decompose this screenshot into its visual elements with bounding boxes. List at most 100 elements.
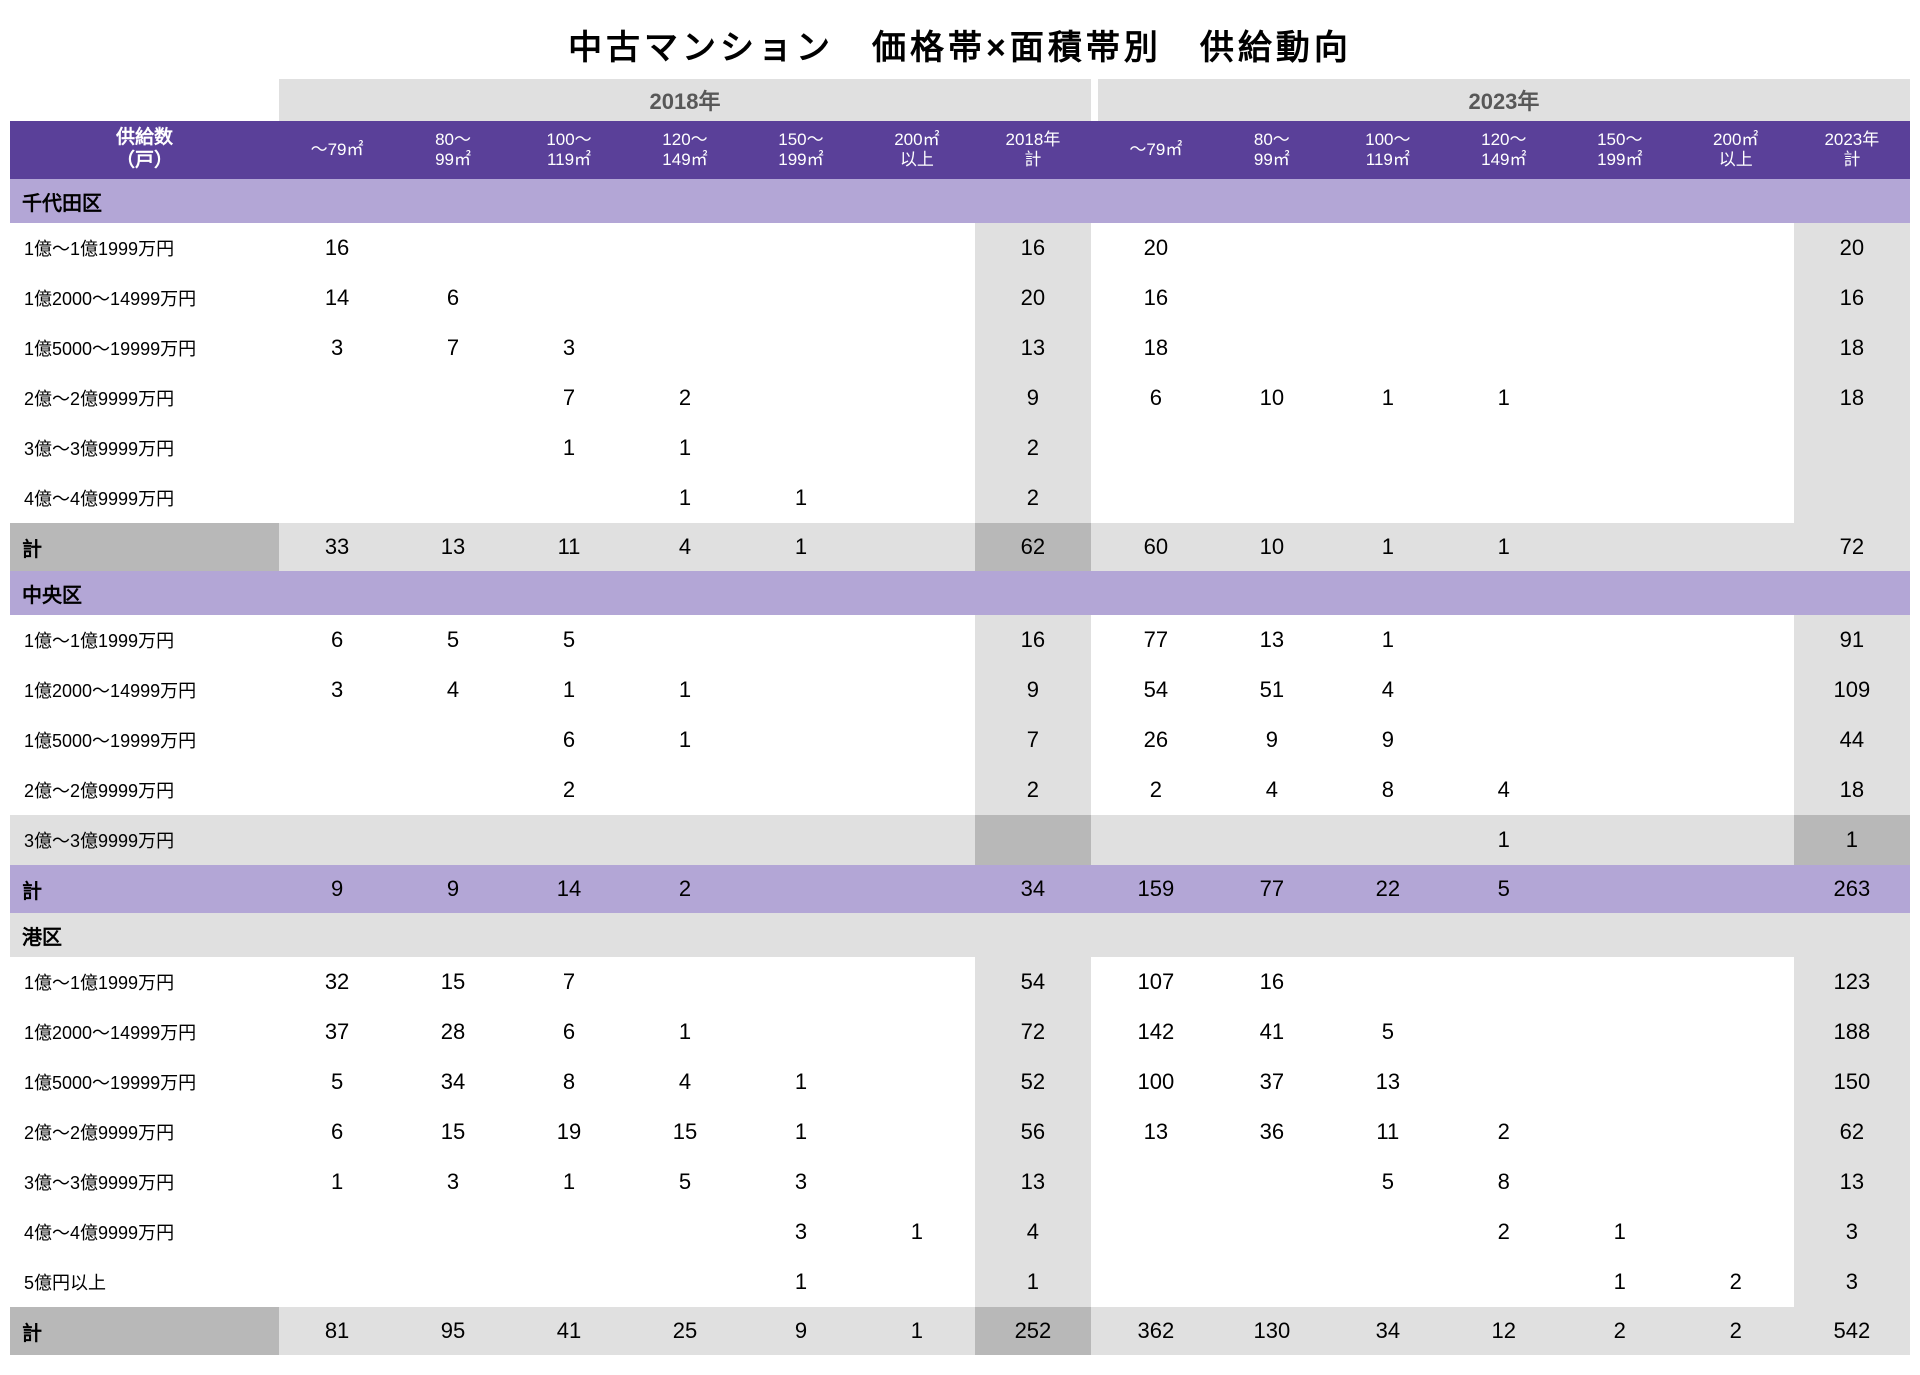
price-label: 2億～2億9999万円 bbox=[10, 1107, 279, 1157]
cell bbox=[1562, 323, 1678, 373]
cell bbox=[1446, 223, 1562, 273]
cell bbox=[511, 473, 627, 523]
year-b: 2023年 bbox=[1098, 79, 1910, 121]
cell bbox=[1330, 957, 1446, 1007]
cell bbox=[1446, 715, 1562, 765]
total-row: 計991423415977225263 bbox=[10, 865, 1910, 913]
cell: 18 bbox=[1794, 323, 1910, 373]
cell: 2 bbox=[975, 473, 1091, 523]
cell bbox=[627, 957, 743, 1007]
cell bbox=[1330, 423, 1446, 473]
cell bbox=[511, 815, 627, 865]
price-label: 3億～3億9999万円 bbox=[10, 1157, 279, 1207]
header-col-b-5: 200㎡以上 bbox=[1678, 121, 1794, 179]
cell: 6 bbox=[279, 615, 395, 665]
cell bbox=[1678, 765, 1794, 815]
data-row: 4億～4億9999万円314213 bbox=[10, 1207, 1910, 1257]
cell bbox=[1678, 373, 1794, 423]
total-cell bbox=[1678, 865, 1794, 913]
total-cell: 95 bbox=[395, 1307, 511, 1355]
price-label: 1億5000～19999万円 bbox=[10, 715, 279, 765]
cell bbox=[1214, 1157, 1330, 1207]
header-col-b-3: 120～149㎡ bbox=[1446, 121, 1562, 179]
cell bbox=[1214, 473, 1330, 523]
cell: 32 bbox=[279, 957, 395, 1007]
total-cell: 159 bbox=[1098, 865, 1214, 913]
cell bbox=[279, 815, 395, 865]
cell bbox=[1562, 423, 1678, 473]
cell bbox=[1562, 473, 1678, 523]
cell: 6 bbox=[511, 715, 627, 765]
cell bbox=[859, 615, 975, 665]
page-title: 中古マンション 価格帯×面積帯別 供給動向 bbox=[10, 20, 1910, 69]
cell bbox=[627, 615, 743, 665]
cell: 1 bbox=[743, 1107, 859, 1157]
cell bbox=[859, 715, 975, 765]
cell bbox=[627, 273, 743, 323]
cell: 18 bbox=[1794, 373, 1910, 423]
data-row: 4億～4億9999万円112 bbox=[10, 473, 1910, 523]
cell bbox=[1678, 1057, 1794, 1107]
cell bbox=[1446, 1257, 1562, 1307]
cell: 36 bbox=[1214, 1107, 1330, 1157]
cell bbox=[859, 473, 975, 523]
cell: 5 bbox=[279, 1057, 395, 1107]
total-cell: 4 bbox=[627, 523, 743, 571]
header-col-a-4: 150～199㎡ bbox=[743, 121, 859, 179]
cell: 18 bbox=[1098, 323, 1214, 373]
cell bbox=[627, 1257, 743, 1307]
cell bbox=[279, 1207, 395, 1257]
cell bbox=[859, 765, 975, 815]
total-cell: 12 bbox=[1446, 1307, 1562, 1355]
cell bbox=[1678, 615, 1794, 665]
cell: 13 bbox=[975, 1157, 1091, 1207]
cell: 4 bbox=[627, 1057, 743, 1107]
cell: 10 bbox=[1214, 373, 1330, 423]
cell: 18 bbox=[1794, 765, 1910, 815]
cell bbox=[511, 273, 627, 323]
cell bbox=[743, 665, 859, 715]
cell bbox=[1678, 473, 1794, 523]
price-label: 1億5000～19999万円 bbox=[10, 1057, 279, 1107]
cell bbox=[1214, 423, 1330, 473]
cell: 54 bbox=[1098, 665, 1214, 715]
data-row: 5億円以上11123 bbox=[10, 1257, 1910, 1307]
cell bbox=[1214, 815, 1330, 865]
cell: 16 bbox=[279, 223, 395, 273]
cell: 1 bbox=[627, 473, 743, 523]
cell: 4 bbox=[1330, 665, 1446, 715]
cell: 44 bbox=[1794, 715, 1910, 765]
total-cell: 41 bbox=[511, 1307, 627, 1355]
cell bbox=[859, 1257, 975, 1307]
total-cell: 1 bbox=[859, 1307, 975, 1355]
cell bbox=[1562, 665, 1678, 715]
header-col-b-4: 150～199㎡ bbox=[1562, 121, 1678, 179]
total-cell: 22 bbox=[1330, 865, 1446, 913]
column-header-row: 供給数（戸）～79㎡80～99㎡100～119㎡120～149㎡150～199㎡… bbox=[10, 121, 1910, 179]
price-label: 1億～1億1999万円 bbox=[10, 223, 279, 273]
total-label: 計 bbox=[10, 865, 279, 913]
total-cell: 60 bbox=[1098, 523, 1214, 571]
cell: 20 bbox=[1098, 223, 1214, 273]
price-label: 4億～4億9999万円 bbox=[10, 473, 279, 523]
price-label: 1億～1億1999万円 bbox=[10, 615, 279, 665]
cell: 34 bbox=[395, 1057, 511, 1107]
cell: 51 bbox=[1214, 665, 1330, 715]
price-label: 1億2000～14999万円 bbox=[10, 665, 279, 715]
cell bbox=[1678, 273, 1794, 323]
cell: 109 bbox=[1794, 665, 1910, 715]
cell bbox=[743, 1007, 859, 1057]
total-cell: 2 bbox=[627, 865, 743, 913]
cell bbox=[1678, 1157, 1794, 1207]
cell bbox=[627, 765, 743, 815]
total-cell: 62 bbox=[975, 523, 1091, 571]
cell bbox=[859, 1157, 975, 1207]
cell bbox=[1214, 323, 1330, 373]
cell: 9 bbox=[975, 373, 1091, 423]
cell bbox=[1794, 473, 1910, 523]
total-cell: 34 bbox=[1330, 1307, 1446, 1355]
cell: 28 bbox=[395, 1007, 511, 1057]
year-a: 2018年 bbox=[279, 79, 1091, 121]
cell: 1 bbox=[511, 665, 627, 715]
cell: 13 bbox=[1214, 615, 1330, 665]
